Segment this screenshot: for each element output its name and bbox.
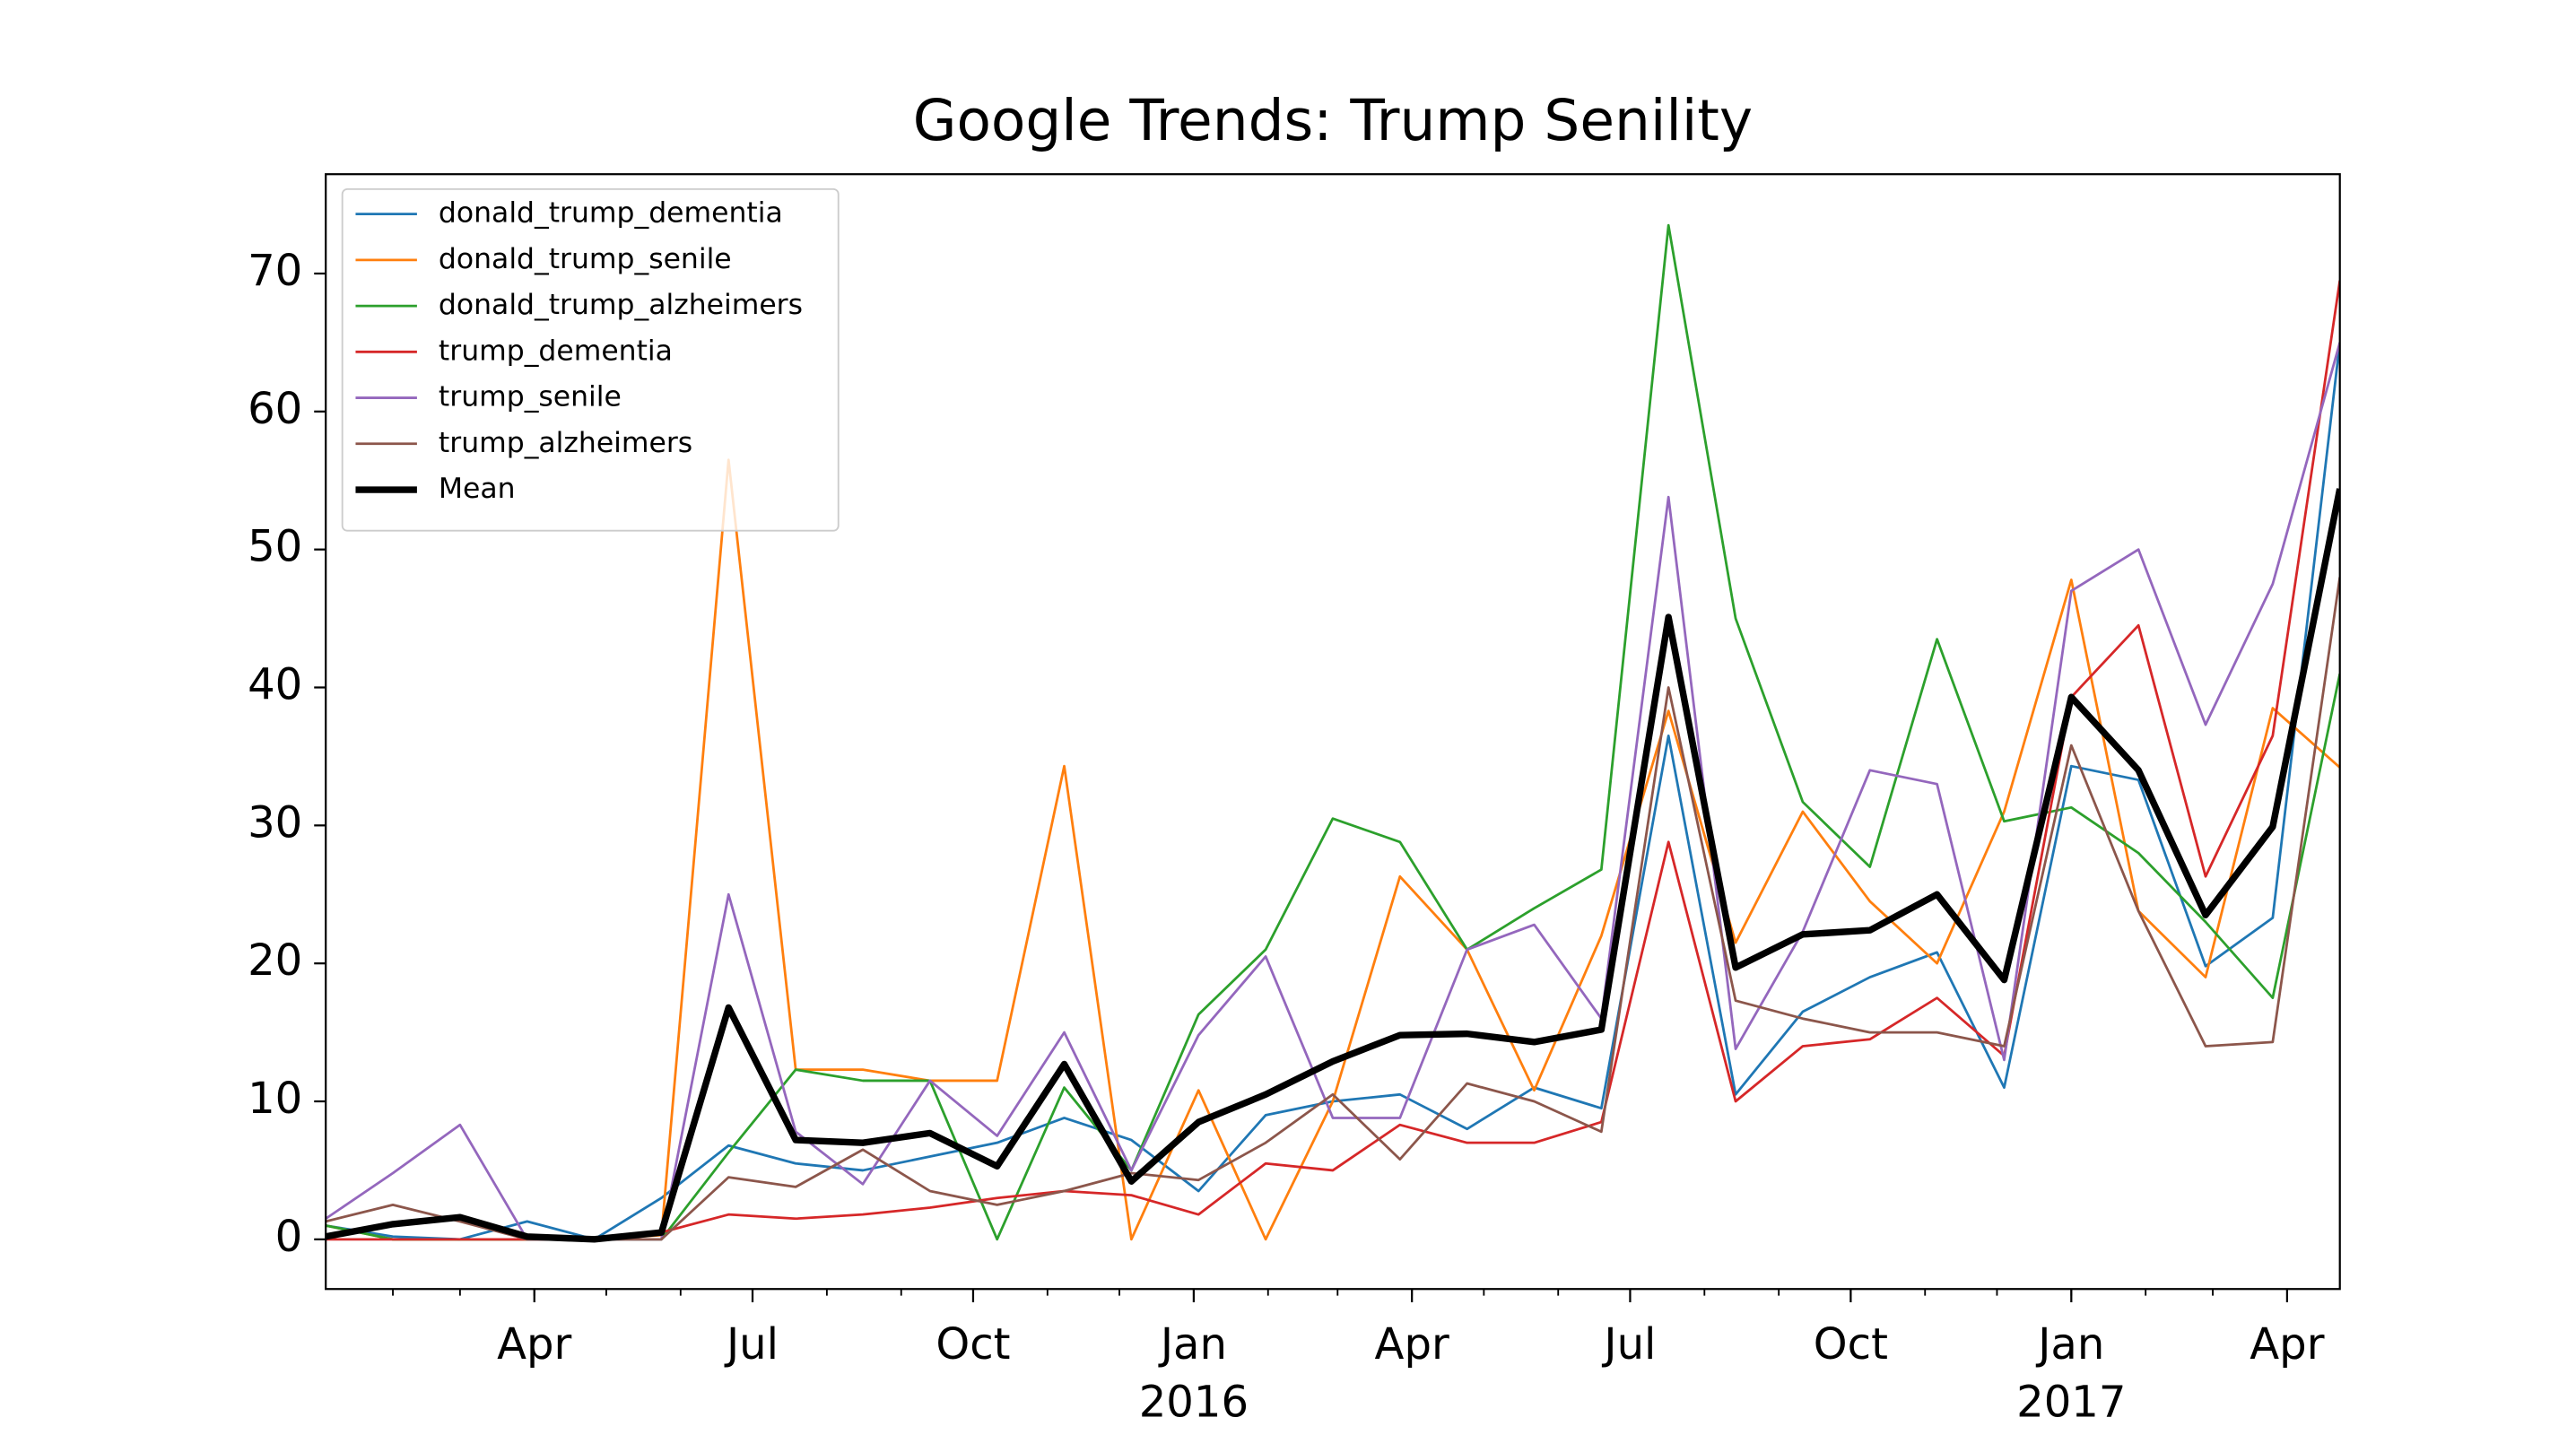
x-tick-label: Jul [724, 1319, 779, 1370]
legend-label: donald_trump_senile [439, 243, 732, 275]
y-tick-label: 30 [248, 797, 302, 848]
y-tick-label: 60 [248, 384, 302, 434]
series-line [326, 577, 2340, 1241]
legend-label: trump_dementia [439, 335, 673, 367]
chart-title: Google Trends: Trump Senility [913, 88, 1753, 153]
legend-label: trump_alzheimers [439, 427, 692, 459]
x-tick-label: Apr [2250, 1319, 2324, 1370]
x-tick-label: Apr [1375, 1319, 1449, 1370]
legend-box [341, 187, 840, 532]
y-tick-label: 50 [248, 522, 302, 572]
x-tick-year: 2016 [1139, 1378, 1249, 1428]
legend-label: Mean [439, 473, 516, 505]
x-tick-label: Jul [1601, 1319, 1656, 1370]
x-tick-label: Jan [2035, 1319, 2104, 1370]
plot-frame [325, 173, 2341, 1291]
series-line [326, 488, 2340, 1243]
x-tick-label: Jan [1158, 1319, 1227, 1370]
y-tick-label: 40 [248, 659, 302, 709]
x-tick-year: 2017 [2016, 1378, 2126, 1428]
y-tick-label: 10 [248, 1074, 302, 1124]
legend-label: donald_trump_alzheimers [439, 289, 803, 321]
y-tick-label: 0 [275, 1212, 303, 1262]
legend-label: donald_trump_dementia [439, 197, 783, 230]
y-tick-label: 70 [248, 246, 302, 296]
x-tick-label: Oct [936, 1319, 1010, 1370]
y-tick-label: 20 [248, 935, 302, 986]
x-tick-label: Apr [497, 1319, 571, 1370]
x-tick-label: Oct [1814, 1319, 1888, 1370]
legend-label: trump_senile [439, 381, 622, 413]
